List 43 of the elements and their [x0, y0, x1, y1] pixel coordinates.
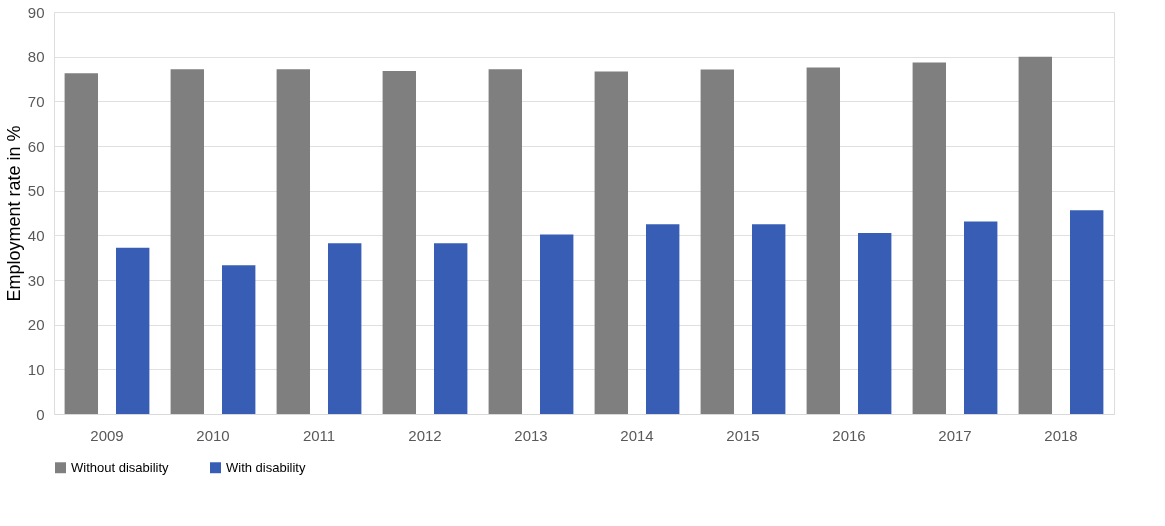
y-tick-label: 60: [27, 137, 45, 155]
x-tick-label: 2018: [1044, 426, 1078, 444]
bar: [700, 69, 735, 414]
y-tick-label: 20: [27, 316, 45, 334]
x-tick-label: 2016: [832, 426, 866, 444]
legend-label: Without disability: [71, 459, 170, 475]
y-tick-label: 40: [27, 226, 45, 244]
y-tick-label: 30: [27, 271, 45, 289]
legend-label: With disability: [226, 459, 306, 475]
x-tick-label: 2013: [514, 426, 548, 444]
bar: [327, 243, 362, 414]
y-tick-label: 90: [27, 3, 45, 21]
x-tick-label: 2015: [726, 426, 760, 444]
x-tick-label: 2011: [302, 426, 336, 444]
bar: [276, 69, 311, 414]
y-tick-label: 80: [27, 48, 45, 66]
x-tick-label: 2009: [90, 426, 124, 444]
bar: [433, 243, 468, 414]
bar: [645, 224, 680, 414]
bar: [221, 265, 256, 414]
x-tick-label: 2012: [408, 426, 442, 444]
y-axis-title: Employment rate in %: [3, 125, 24, 302]
bar: [382, 70, 417, 414]
bar: [539, 234, 574, 414]
x-tick-label: 2010: [196, 426, 230, 444]
bar: [115, 247, 150, 414]
y-tick-label: 50: [27, 182, 45, 200]
bar: [1069, 210, 1104, 414]
bar: [857, 233, 892, 414]
y-tick-label: 10: [27, 360, 45, 378]
bar: [1018, 56, 1053, 414]
bar: [594, 71, 629, 414]
bar: [751, 224, 786, 414]
bar: [912, 62, 947, 414]
bar: [963, 221, 998, 414]
x-tick-label: 2014: [620, 426, 654, 444]
bar: [64, 73, 99, 414]
bar: [170, 69, 205, 414]
bar: [806, 67, 841, 414]
bar: [488, 69, 523, 414]
y-tick-label: 0: [36, 405, 45, 423]
y-tick-label: 70: [27, 92, 45, 110]
x-tick-label: 2017: [938, 426, 972, 444]
